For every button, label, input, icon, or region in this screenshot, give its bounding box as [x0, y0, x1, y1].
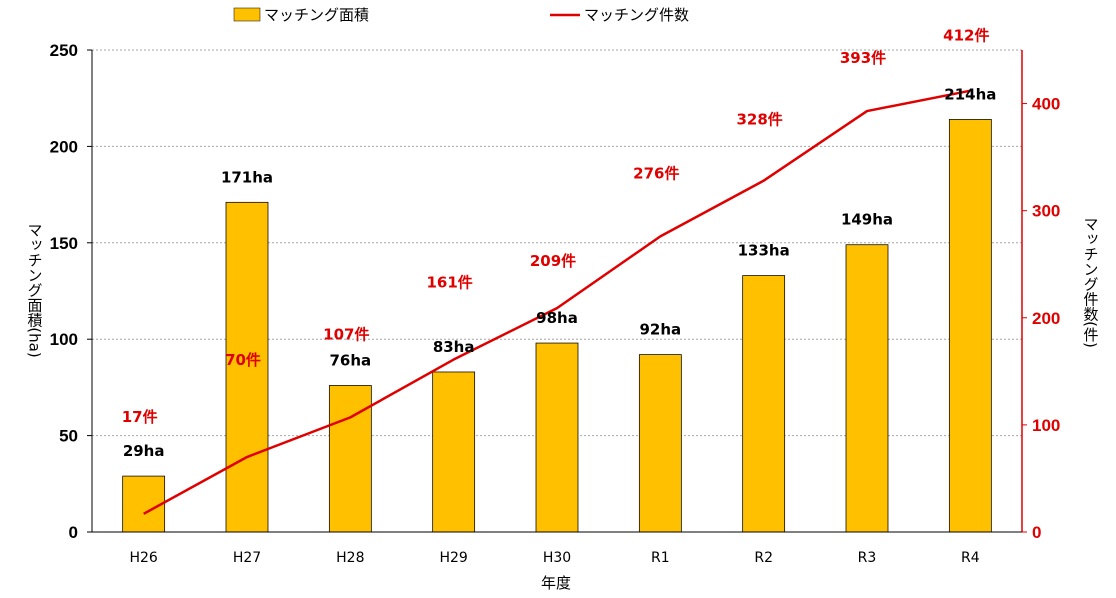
bar: [948, 119, 992, 533]
x-tick-label: R2: [754, 550, 773, 566]
y-tick-label-right: 100: [1032, 416, 1060, 435]
x-tick-label: R1: [651, 550, 670, 566]
y-tick-label-left: 250: [50, 41, 78, 60]
bar-labels: 29ha 171ha 76ha 83ha 98ha 92ha 133ha 149ha 214ha: [123, 85, 997, 460]
bar: [432, 371, 476, 533]
bar-data-label: 149ha: [841, 211, 893, 229]
line-data-label: 276件: [633, 164, 679, 182]
bar: [122, 475, 166, 533]
y-tick-label-right: 0: [1032, 523, 1041, 542]
bar: [535, 342, 579, 533]
y-ticks-left: 0 50 100 150 200 250: [50, 41, 92, 542]
line-data-label: 70件: [225, 351, 261, 369]
y-tick-label-left: 150: [50, 234, 78, 253]
bar: [328, 385, 372, 533]
line-labels: 17件 70件 107件 161件 209件 276件 328件 393件 412件: [122, 27, 990, 426]
line-data-label: 161件: [427, 274, 473, 292]
legend-swatch-bar: [233, 7, 261, 22]
x-axis-title: 年度: [541, 574, 571, 592]
y-axis-title-left: マッチング面積(ha): [26, 222, 44, 357]
line-series: [143, 89, 971, 515]
x-tick-label: H29: [439, 550, 467, 566]
legend-label-bar: マッチング面積: [264, 6, 369, 24]
line-data-label: 209件: [530, 252, 576, 270]
x-tick-label: H27: [233, 550, 261, 566]
axes: [91, 50, 1023, 533]
x-tick-label: H26: [129, 550, 157, 566]
y-tick-label-right: 200: [1032, 309, 1060, 328]
x-tick-label: H28: [336, 550, 364, 566]
x-tick-label: R4: [961, 550, 980, 566]
bar-data-label: 83ha: [433, 338, 475, 356]
bar-data-label: 171ha: [221, 168, 273, 186]
x-tick-label: R3: [858, 550, 877, 566]
line-data-label: 393件: [840, 49, 886, 67]
y-ticks-right: 0 100 200 300 400: [1022, 95, 1060, 542]
y-tick-label-left: 0: [69, 523, 78, 542]
bar-data-label: 133ha: [738, 242, 790, 260]
line-data-label: 17件: [122, 408, 158, 426]
bar-data-label: 76ha: [329, 351, 371, 369]
bar-data-label: 29ha: [123, 442, 165, 460]
y-tick-label-right: 400: [1032, 95, 1060, 114]
line-data-label: 107件: [323, 325, 369, 343]
y-tick-label-right: 300: [1032, 202, 1060, 221]
y-axis-title-right: マッチング件数(件): [1082, 216, 1100, 348]
y-tick-label-left: 100: [50, 330, 78, 349]
y-tick-label-left: 50: [59, 427, 78, 446]
line-data-label: 412件: [943, 27, 989, 45]
legend-label-line: マッチング件数: [584, 6, 689, 24]
x-ticks: H26 H27 H28 H29 H30 R1 R2 R3 R4: [129, 550, 979, 566]
line-data-label: 328件: [737, 111, 783, 129]
bar: [742, 275, 786, 533]
bar: [638, 354, 682, 533]
bar-data-label: 214ha: [944, 85, 996, 103]
y-tick-label-left: 200: [50, 137, 78, 156]
bar: [845, 244, 889, 533]
legend: マッチング面積 マッチング件数: [233, 6, 689, 24]
bar-data-label: 92ha: [639, 321, 681, 339]
x-tick-label: H30: [543, 550, 571, 566]
bar-data-label: 98ha: [536, 309, 578, 327]
